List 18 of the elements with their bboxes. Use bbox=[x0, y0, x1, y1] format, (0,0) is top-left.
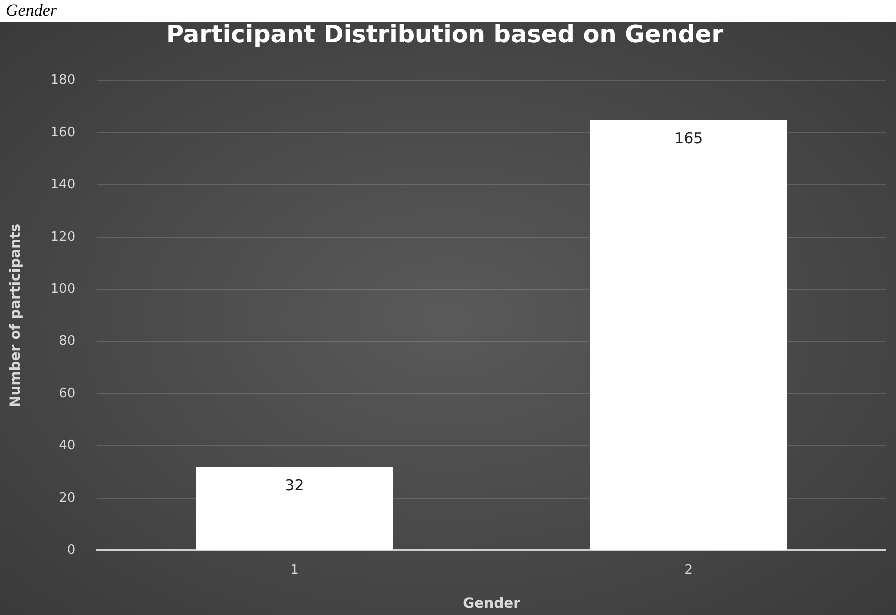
x-tick-label: 1 bbox=[290, 562, 299, 578]
y-axis-title: Number of participants bbox=[8, 224, 24, 408]
y-tick-label: 80 bbox=[59, 334, 76, 350]
y-tick-label: 40 bbox=[59, 438, 76, 454]
y-tick-label: 0 bbox=[67, 542, 76, 558]
chart-title: Participant Distribution based on Gender bbox=[166, 20, 724, 49]
y-tick-label: 180 bbox=[50, 73, 76, 88]
data-label: 165 bbox=[674, 129, 704, 148]
y-tick-label: 160 bbox=[50, 125, 76, 140]
y-tick-label: 60 bbox=[59, 386, 76, 402]
y-tick-label: 140 bbox=[50, 178, 76, 193]
y-tick-label: 120 bbox=[50, 230, 76, 245]
y-tick-label: 100 bbox=[50, 282, 76, 297]
x-axis-title: Gender bbox=[463, 596, 521, 612]
text: Gender bbox=[5, 0, 58, 22]
y-tick-label: 20 bbox=[59, 490, 76, 506]
data-label: 32 bbox=[285, 476, 304, 494]
x-tick-label: 2 bbox=[684, 562, 694, 578]
